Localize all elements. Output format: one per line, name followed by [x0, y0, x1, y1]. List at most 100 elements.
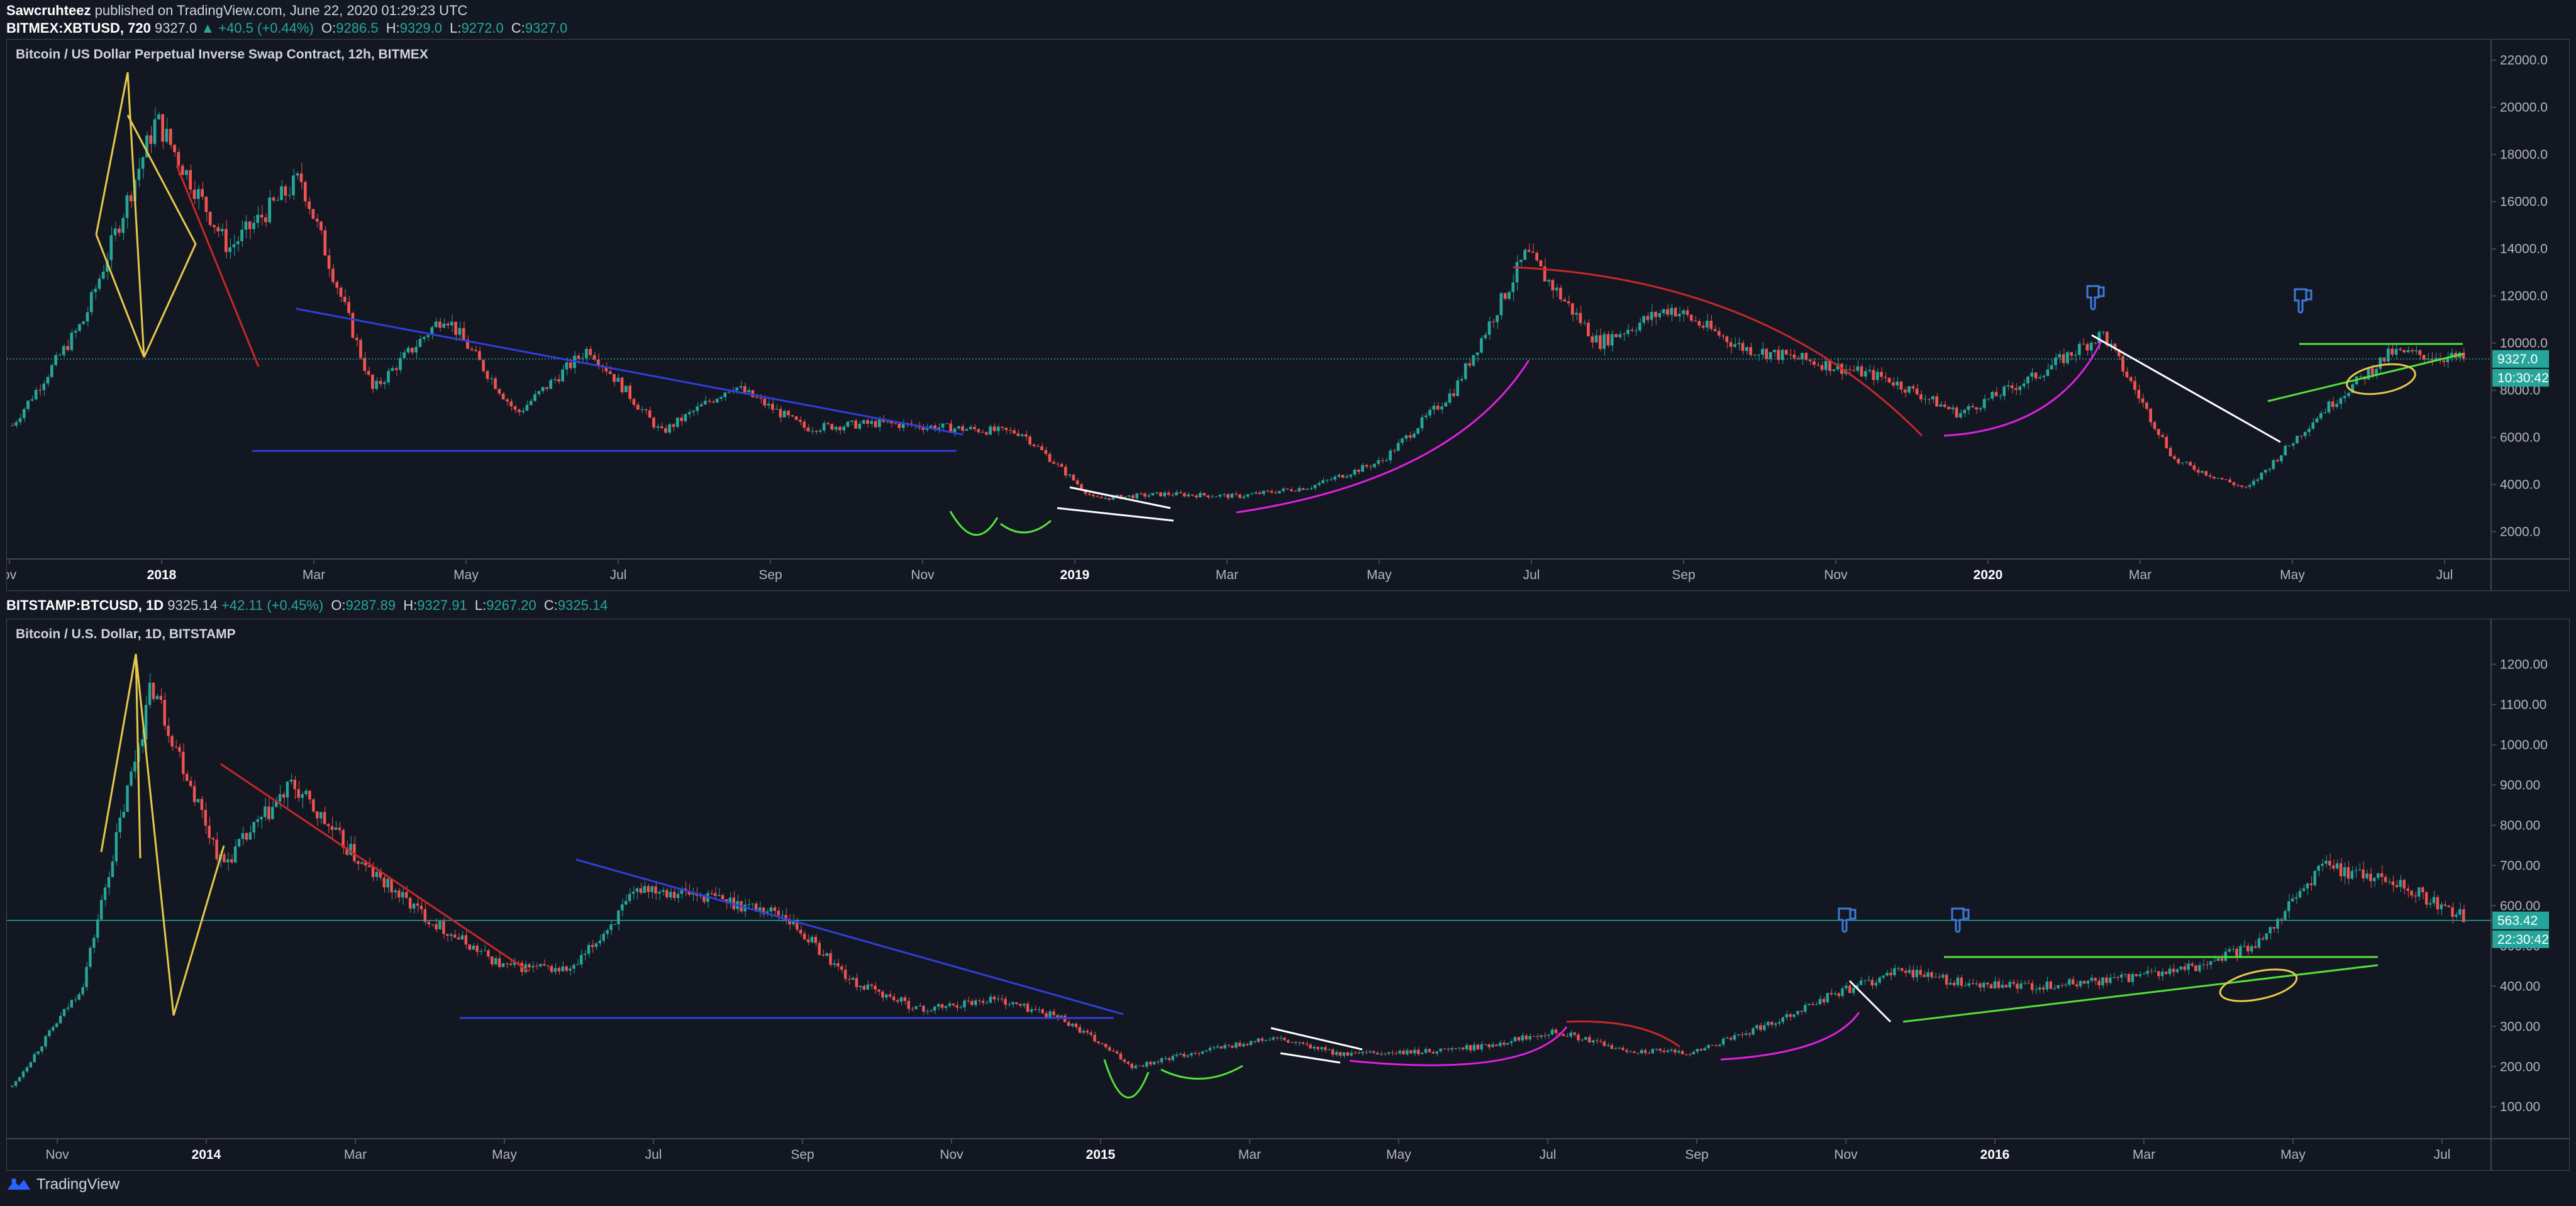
candle-body [1713, 329, 1717, 331]
candle-body [78, 324, 81, 331]
candle-body [360, 862, 364, 864]
candle-body [161, 114, 164, 142]
candle-body [1147, 495, 1150, 497]
candle-body [2251, 480, 2255, 485]
candle-body [1689, 314, 1693, 321]
y-tick-label: 1200.00 [2500, 658, 2548, 672]
candle-body [996, 426, 1000, 431]
x-tick-label: Sep [758, 568, 782, 582]
candle-body [719, 397, 723, 399]
candle-body [1439, 1048, 1442, 1052]
candle-body [1714, 1045, 1718, 1046]
candle-body [1591, 336, 1594, 343]
candle-body [2239, 946, 2242, 958]
candle-body [1813, 361, 1816, 365]
candle-body [264, 806, 267, 817]
candle-body [30, 399, 34, 401]
candle-body [186, 774, 189, 781]
candle-body [921, 428, 924, 430]
chart1-canvas[interactable]: 22000.0 20000.0 18000.0 16000.0 14000.0 12000… [7, 40, 2569, 590]
candle-body [462, 328, 465, 340]
candle-body [787, 411, 790, 416]
chart2-symbol[interactable]: BITSTAMP:BTCUSD, 1D [6, 597, 164, 613]
hand-icon-shape [2086, 285, 2105, 311]
candle-body [1975, 407, 1978, 410]
candle-body [2131, 974, 2135, 982]
candle-body [1856, 366, 1860, 371]
chart2-symbol-line: BITSTAMP:BTCUSD, 1D 9325.14 +42.11 (+0.4… [6, 597, 608, 614]
candle-body [569, 362, 572, 368]
candle-body [1800, 1010, 1803, 1012]
candle-body [1650, 312, 1653, 320]
candle-body [2046, 369, 2050, 376]
candle-body [293, 779, 296, 790]
candle-body [1420, 417, 1424, 428]
candle-body [1768, 351, 1772, 359]
candle-body [1511, 282, 1515, 292]
y-tick-label: 20000.0 [2500, 101, 2548, 115]
author-name[interactable]: Sawcruhteez [6, 3, 91, 18]
candle-body [1580, 1039, 1584, 1041]
candle-body [2373, 878, 2376, 882]
candle-body [2323, 412, 2327, 413]
candle-body [204, 810, 208, 826]
candle-body [980, 432, 984, 433]
candle-body [2451, 907, 2454, 917]
candle-body [1717, 331, 1721, 336]
candle-body [1904, 970, 1907, 973]
candle-body [1044, 450, 1048, 454]
candle-body [431, 924, 434, 925]
candle-body [866, 984, 869, 990]
candle-body [882, 419, 886, 423]
candle-body [833, 963, 836, 965]
chart-panel-1[interactable]: Bitcoin / US Dollar Perpetual Inverse Sw… [6, 39, 2570, 591]
candle-body [1472, 1044, 1476, 1051]
candle-body [2422, 355, 2426, 360]
candle-body [842, 426, 846, 431]
candle-body [723, 392, 727, 397]
candle-body [1536, 1036, 1539, 1037]
magenta-curve-2 [1720, 1012, 1860, 1061]
candle-body [2284, 911, 2287, 920]
chart2-open: 9287.89 [345, 597, 396, 613]
candle-body [747, 390, 750, 392]
candle-body [244, 221, 248, 230]
candle-body [1573, 1032, 1576, 1035]
candle-body [2263, 470, 2267, 473]
candle-body [2113, 343, 2117, 350]
candle-body [66, 1007, 70, 1009]
candle-body [2370, 368, 2374, 375]
candle-body [96, 919, 99, 938]
candle-body [1896, 381, 1899, 386]
green-bottom-arc-2 [1160, 1065, 1243, 1080]
tradingview-logo-icon[interactable] [6, 1177, 31, 1192]
candle-body [2390, 348, 2394, 355]
red-downtrend-line [220, 763, 530, 973]
candle-body [260, 214, 264, 218]
candle-body [1684, 1054, 1688, 1055]
chart1-change: ▲ +40.5 (+0.44%) [201, 20, 314, 36]
chart-panel-2[interactable]: Bitcoin / U.S. Dollar, 1D, BITSTAMP 1200… [6, 619, 2570, 1171]
candle-body [81, 987, 84, 995]
candle-body [1219, 1046, 1223, 1049]
chart2-canvas[interactable]: 1200.00 1100.00 1000.00 900.00 800.00 700.00 6… [7, 619, 2569, 1170]
candle-body [26, 401, 30, 409]
candle-body [1306, 489, 1309, 490]
candle-body [648, 410, 652, 418]
candle-body [1729, 1037, 1733, 1040]
footer-brand[interactable]: TradingView [36, 1176, 120, 1193]
y-tick-label: 4000.0 [2500, 478, 2540, 492]
candle-body [1919, 970, 1922, 975]
chart1-symbol[interactable]: BITMEX:XBTUSD, 720 [6, 20, 151, 36]
candle-body [29, 1062, 33, 1068]
countdown-badge-text: 10:30:42 [2497, 371, 2549, 385]
candle-body [1476, 1044, 1480, 1050]
x-tick-label: Sep [1672, 568, 1695, 582]
candle-body [125, 195, 129, 218]
candle-body [747, 904, 750, 905]
candle-body [419, 905, 423, 909]
candle-body [1108, 498, 1111, 500]
candle-body [1997, 981, 2001, 988]
candle-body [1584, 1037, 1587, 1040]
candle-body [2268, 468, 2271, 470]
